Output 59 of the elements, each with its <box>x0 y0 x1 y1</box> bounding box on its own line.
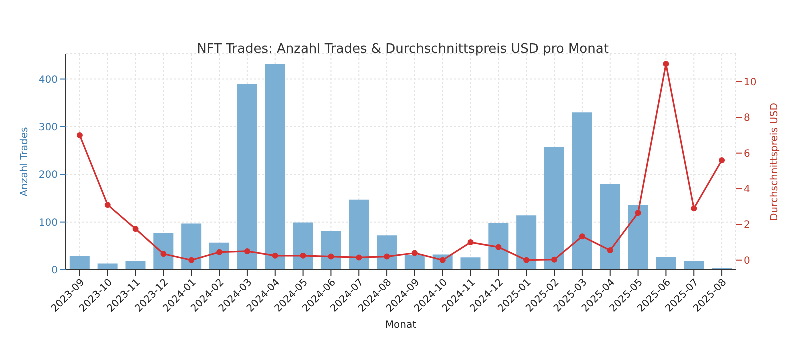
bar <box>265 64 286 270</box>
bar <box>684 260 704 270</box>
point <box>104 202 111 208</box>
point <box>691 206 698 212</box>
bar <box>544 147 564 270</box>
y2-tick-label: 2 <box>744 220 750 232</box>
point <box>300 252 306 259</box>
y2-tick-label: 8 <box>744 113 750 124</box>
bar <box>404 255 425 270</box>
y2-axis-title: Durchschnittspreis USD <box>770 102 781 221</box>
y-tick-label: 200 <box>38 170 58 182</box>
bar <box>376 236 397 270</box>
point <box>244 248 250 254</box>
point <box>719 157 726 164</box>
point <box>607 248 614 254</box>
y-tick-label: 100 <box>38 218 58 229</box>
point <box>356 254 362 261</box>
y2-tick-label: 6 <box>744 148 750 160</box>
point <box>552 256 558 263</box>
bar <box>293 222 314 270</box>
bar <box>321 231 342 270</box>
chart-title: NFT Trades: Anzahl Trades & Durchschnittspreis USD pro Monat <box>196 42 610 57</box>
bar <box>126 260 146 270</box>
bar <box>349 200 370 270</box>
bar <box>600 184 620 270</box>
point <box>468 240 474 246</box>
point <box>132 226 139 232</box>
point <box>524 257 530 264</box>
bar <box>70 256 90 270</box>
y-tick-label: 0 <box>52 266 58 277</box>
y-tick-label: 400 <box>38 74 58 86</box>
point <box>272 252 278 259</box>
point <box>663 61 670 68</box>
point <box>216 249 223 256</box>
point <box>160 251 167 258</box>
point <box>76 132 83 139</box>
bar <box>628 205 648 270</box>
point <box>635 210 642 216</box>
point <box>579 234 586 240</box>
bar <box>572 112 592 270</box>
x-axis-title: Monat <box>385 320 417 331</box>
bar <box>516 216 537 270</box>
bar <box>182 224 202 270</box>
point <box>412 250 418 256</box>
bar <box>237 84 258 270</box>
bar <box>209 242 230 270</box>
point <box>496 244 502 250</box>
bar <box>460 258 481 270</box>
bar <box>656 257 676 270</box>
point <box>188 257 195 264</box>
point <box>384 254 390 260</box>
y2-tick-label: 0 <box>744 256 750 267</box>
y-tick-label: 300 <box>38 122 58 134</box>
bar <box>154 233 174 270</box>
y2-tick-label: 4 <box>744 184 750 196</box>
y2-tick-label: 10 <box>744 78 757 89</box>
y-axis-title: Anzahl Trades <box>20 127 31 197</box>
bar <box>488 223 509 270</box>
point <box>328 254 334 260</box>
